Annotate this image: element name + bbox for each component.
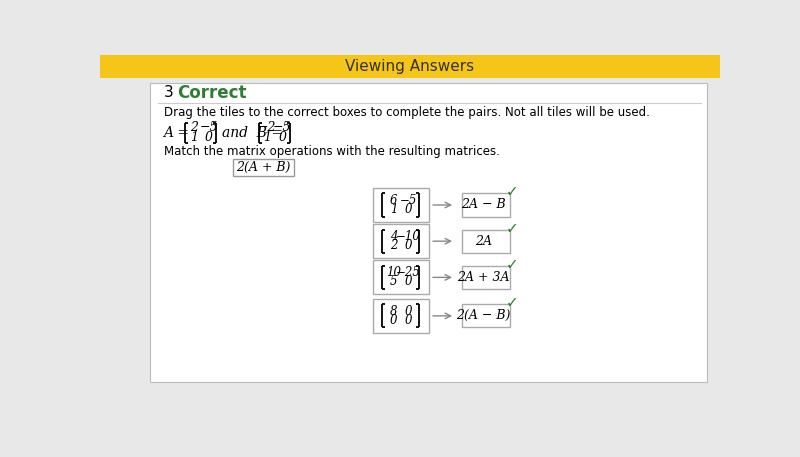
Text: 0: 0: [405, 239, 412, 252]
Text: 4: 4: [390, 230, 398, 243]
Text: −25: −25: [396, 266, 421, 279]
Text: 0: 0: [278, 131, 286, 144]
Bar: [462, 304, 510, 327]
Text: 2(A + B): 2(A + B): [236, 161, 290, 174]
Text: −5: −5: [199, 122, 218, 134]
Text: 2(A − B): 2(A − B): [457, 309, 511, 322]
Text: 2: 2: [390, 239, 398, 252]
Text: 1: 1: [263, 131, 271, 144]
Text: 0: 0: [205, 131, 213, 144]
Text: 10: 10: [386, 266, 402, 279]
Text: 8: 8: [390, 305, 398, 318]
Text: ✓: ✓: [506, 221, 518, 236]
Bar: [373, 224, 429, 258]
Text: ✓: ✓: [506, 295, 518, 310]
Text: 0: 0: [405, 203, 412, 216]
Text: Drag the tiles to the correct boxes to complete the pairs. Not all tiles will be: Drag the tiles to the correct boxes to c…: [163, 106, 650, 119]
Text: Correct: Correct: [178, 84, 247, 101]
Text: 1: 1: [190, 131, 198, 144]
Bar: [373, 260, 429, 294]
Bar: [234, 159, 294, 176]
Bar: [100, 55, 720, 78]
Text: 2A: 2A: [475, 235, 492, 248]
Bar: [462, 266, 510, 289]
Bar: [462, 229, 510, 253]
Bar: [373, 299, 429, 333]
Text: 5: 5: [390, 276, 398, 288]
Text: 2A + 3A: 2A + 3A: [458, 271, 510, 284]
Text: 0: 0: [405, 314, 412, 327]
Text: 2: 2: [190, 122, 198, 134]
Text: 0: 0: [405, 276, 412, 288]
Text: −5: −5: [400, 194, 417, 207]
Text: and  B =: and B =: [222, 126, 283, 139]
Text: Match the matrix operations with the resulting matrices.: Match the matrix operations with the res…: [163, 144, 499, 158]
Text: −10: −10: [396, 230, 421, 243]
Text: 0: 0: [390, 314, 398, 327]
Text: ✓: ✓: [506, 257, 518, 272]
Text: 0: 0: [405, 305, 412, 318]
Text: 1: 1: [390, 203, 398, 216]
Text: 2A − B: 2A − B: [462, 198, 506, 212]
Bar: [462, 193, 510, 217]
Text: ✓: ✓: [506, 185, 518, 199]
Text: −5: −5: [273, 122, 291, 134]
Text: 6: 6: [390, 194, 398, 207]
Text: −2: −2: [258, 122, 277, 134]
Text: A =: A =: [163, 126, 190, 139]
Text: Viewing Answers: Viewing Answers: [346, 59, 474, 74]
Bar: [373, 188, 429, 222]
Bar: [150, 83, 707, 382]
Text: 3: 3: [163, 85, 174, 100]
